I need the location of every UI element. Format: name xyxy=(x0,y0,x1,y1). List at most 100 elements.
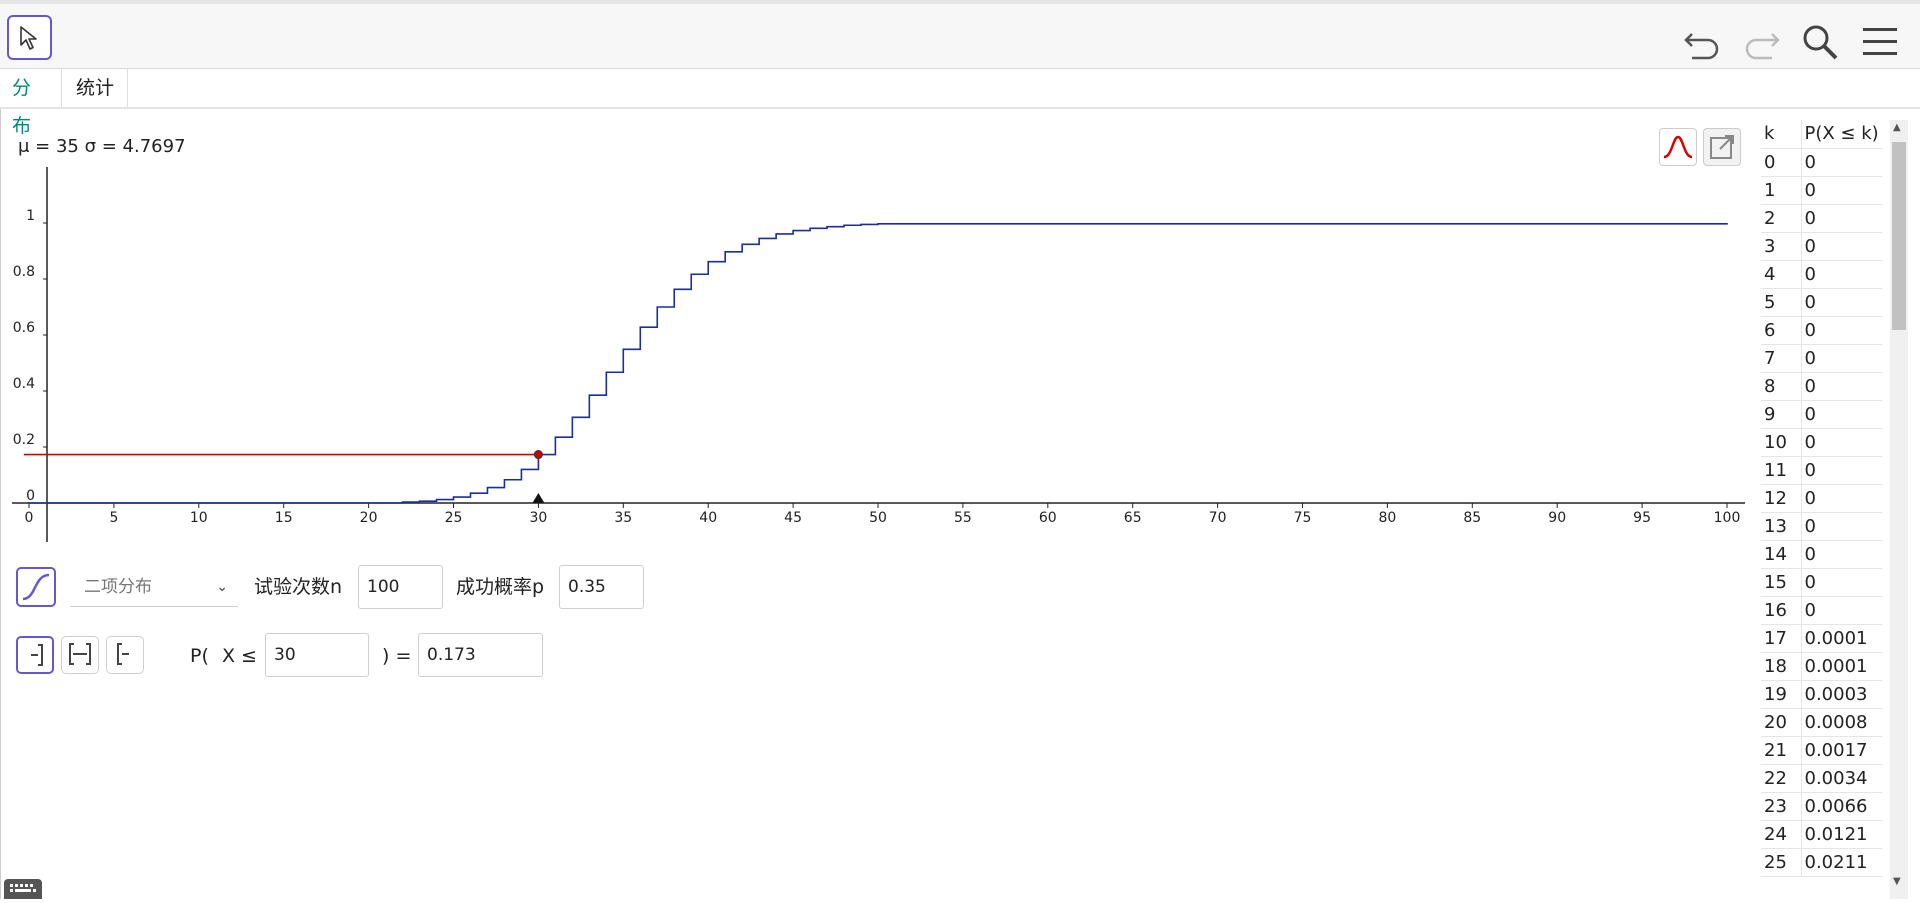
x-tick-label: 55 xyxy=(954,510,972,526)
cell-probability: 0.0211 xyxy=(1801,848,1882,877)
cell-k: 25 xyxy=(1761,848,1802,877)
x-tick-label: 20 xyxy=(360,510,378,526)
table-row: 22 0.0034 xyxy=(1761,764,1882,793)
right-sided-button[interactable] xyxy=(106,636,144,674)
y-tick-label: 0.4 xyxy=(13,376,35,392)
cell-k: 21 xyxy=(1761,736,1802,765)
cell-k: 4 xyxy=(1761,260,1802,289)
x-tick-label: 100 xyxy=(1714,510,1741,526)
cell-probability: 0 xyxy=(1801,400,1882,429)
cell-probability: 0 xyxy=(1801,204,1882,233)
cell-k: 9 xyxy=(1761,400,1802,429)
table-row: 15 0 xyxy=(1761,568,1882,597)
table-row: 11 0 xyxy=(1761,456,1882,485)
interval-button[interactable] xyxy=(61,636,99,674)
cumulative-toggle-button[interactable] xyxy=(16,567,56,607)
cell-k: 12 xyxy=(1761,484,1802,513)
main-panel xyxy=(0,109,1920,899)
bound-input[interactable]: 30 xyxy=(265,633,369,677)
table-row: 25 0.0211 xyxy=(1761,848,1882,877)
cell-probability: 0 xyxy=(1801,568,1882,597)
cursor-arrow-icon xyxy=(20,26,37,50)
table-header-row: k P(X ≤ k) xyxy=(1761,120,1882,149)
cell-probability: 0 xyxy=(1801,484,1882,513)
table-row: 21 0.0017 xyxy=(1761,736,1882,765)
normal-overlay-button[interactable] xyxy=(1659,128,1697,166)
cell-k: 22 xyxy=(1761,764,1802,793)
prob-suffix: ) = xyxy=(382,645,412,667)
scroll-thumb[interactable] xyxy=(1892,142,1906,330)
cell-k: 23 xyxy=(1761,792,1802,821)
cell-probability: 0.0017 xyxy=(1801,736,1882,765)
redo-icon[interactable] xyxy=(1742,22,1782,62)
distribution-select-value: 二项分布 xyxy=(84,577,152,597)
keyboard-icon[interactable] xyxy=(4,879,42,899)
x-tick-label: 30 xyxy=(529,510,547,526)
cell-probability: 0 xyxy=(1801,372,1882,401)
cell-probability: 0 xyxy=(1801,456,1882,485)
param-n-input[interactable]: 100 xyxy=(358,565,443,609)
table-row: 17 0.0001 xyxy=(1761,624,1882,653)
prob-variable: X ≤ xyxy=(222,645,257,667)
x-tick-label: 35 xyxy=(614,510,632,526)
cell-k: 6 xyxy=(1761,316,1802,345)
x-tick-label: 70 xyxy=(1209,510,1227,526)
cell-probability: 0 xyxy=(1801,512,1882,541)
cell-probability: 0.0008 xyxy=(1801,708,1882,737)
cell-probability: 0.0034 xyxy=(1801,764,1882,793)
toolbar xyxy=(0,0,1920,69)
tab-distribution[interactable]: 分布 xyxy=(0,69,62,137)
cell-k: 0 xyxy=(1761,148,1802,177)
x-tick-label: 85 xyxy=(1463,510,1481,526)
x-tick-label: 90 xyxy=(1548,510,1566,526)
cdf-plot: 0 5 10 15 20 25 30 35 40 45 50 55 60 65 70 75 80 85 90 95 10… xyxy=(12,167,1745,542)
x-tick-label: 40 xyxy=(699,510,717,526)
cell-probability: 0 xyxy=(1801,596,1882,625)
left-sided-button[interactable] xyxy=(16,636,54,674)
cell-k: 10 xyxy=(1761,428,1802,457)
table-row: 14 0 xyxy=(1761,540,1882,569)
x-tick-label: 0 xyxy=(25,510,34,526)
cell-probability: 0 xyxy=(1801,288,1882,317)
prob-prefix: P( xyxy=(190,645,209,667)
cell-k: 15 xyxy=(1761,568,1802,597)
cell-probability: 0.0001 xyxy=(1801,624,1882,653)
cell-probability: 0 xyxy=(1801,260,1882,289)
x-tick-label: 5 xyxy=(109,510,118,526)
tab-statistics[interactable]: 统计 xyxy=(64,69,128,107)
undo-icon[interactable] xyxy=(1682,22,1722,62)
menu-icon[interactable] xyxy=(1860,22,1900,62)
distribution-select[interactable]: 二项分布 ⌄ xyxy=(70,567,238,607)
chevron-down-icon: ⌄ xyxy=(216,579,228,595)
cell-k: 24 xyxy=(1761,820,1802,849)
param-p-input[interactable]: 0.35 xyxy=(559,565,644,609)
cell-k: 17 xyxy=(1761,624,1802,653)
cell-probability: 0 xyxy=(1801,540,1882,569)
y-tick-label: 0.2 xyxy=(13,432,35,448)
table-row: 12 0 xyxy=(1761,484,1882,513)
cell-k: 5 xyxy=(1761,288,1802,317)
table-row: 10 0 xyxy=(1761,428,1882,457)
search-icon[interactable] xyxy=(1800,22,1840,62)
x-tick-label: 50 xyxy=(869,510,887,526)
move-tool-button[interactable] xyxy=(7,15,52,60)
bound-triangle-marker xyxy=(532,493,545,503)
scroll-down-icon[interactable]: ▼ xyxy=(1893,876,1901,887)
header-p: P(X ≤ k) xyxy=(1801,120,1882,149)
scroll-up-icon[interactable]: ▲ xyxy=(1893,122,1901,133)
export-button[interactable] xyxy=(1703,128,1741,166)
cell-probability: 0.0121 xyxy=(1801,820,1882,849)
header-k: k xyxy=(1761,120,1802,149)
probability-point xyxy=(533,450,543,460)
cell-k: 16 xyxy=(1761,596,1802,625)
probability-table: k P(X ≤ k) 0 0 1 0 2 0 3 0 4 0 5 0 6 0 7 0 8 0 9 0 10 0 11 0 12 0… xyxy=(1761,120,1882,899)
cell-probability: 0 xyxy=(1801,232,1882,261)
right-sided-icon xyxy=(117,643,129,665)
